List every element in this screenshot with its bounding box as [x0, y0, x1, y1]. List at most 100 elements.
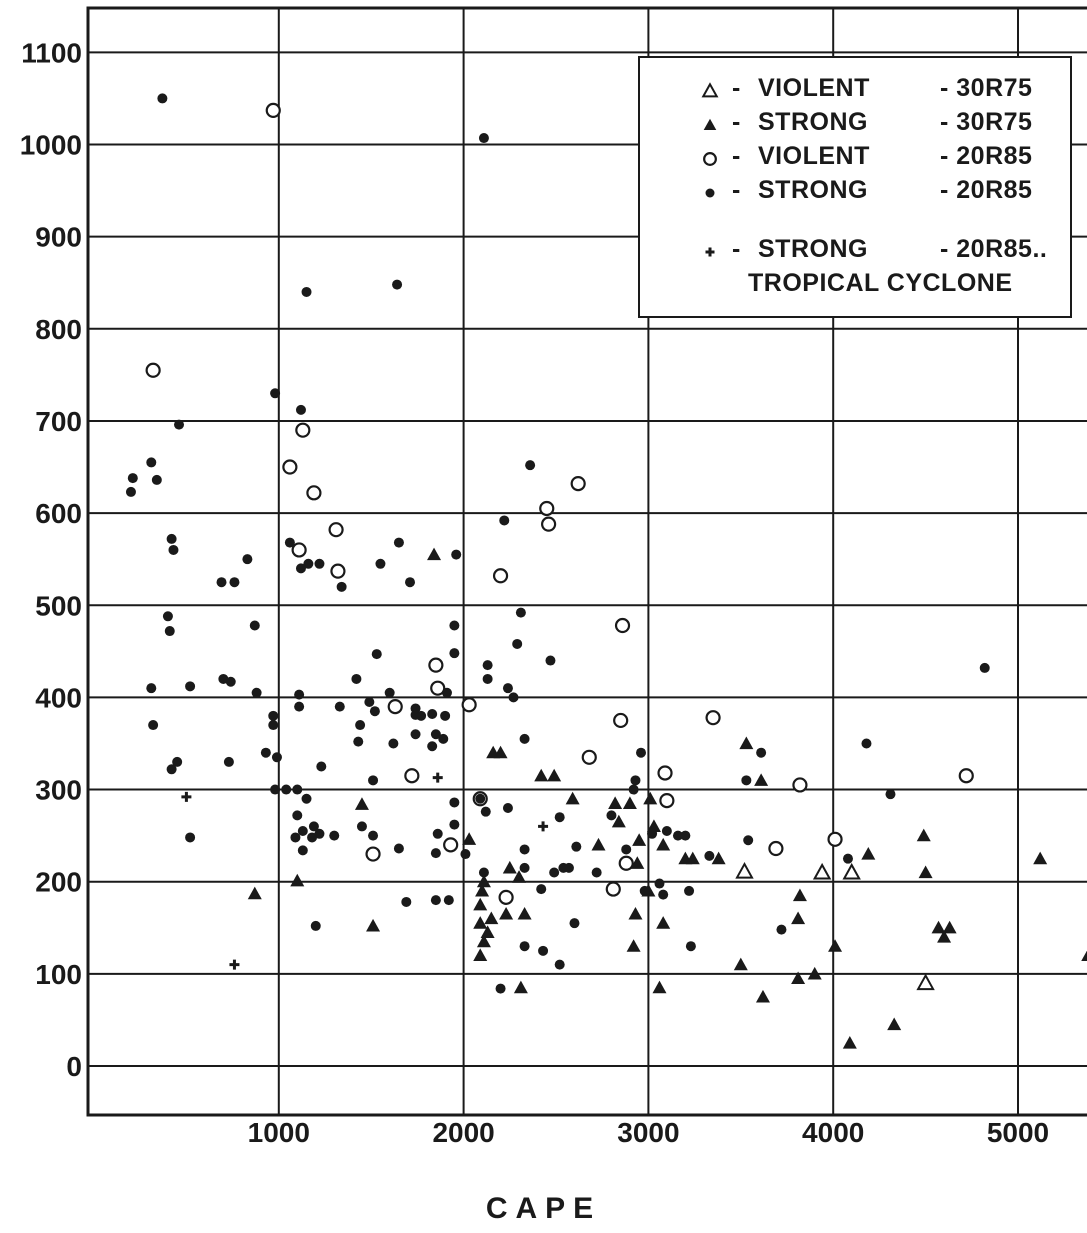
y-tick-label: 300 [35, 775, 82, 806]
point-violent-20r85 [498, 889, 514, 905]
point-strong-20r85 [368, 830, 379, 841]
legend-label: STRONG [758, 235, 868, 263]
point-strong-20r85 [334, 701, 345, 712]
point-strong-20r85 [146, 457, 157, 468]
point-strong-30r75 [842, 1035, 857, 1049]
point-strong-30r75 [473, 948, 488, 962]
point-violent-20r85 [827, 831, 843, 847]
point-strong-20r85 [392, 279, 403, 290]
point-strong-20r85 [460, 849, 471, 860]
point-strong-20r85 [502, 683, 513, 694]
point-strong-20r85 [554, 959, 565, 970]
point-strong-30r75 [499, 906, 514, 920]
point-strong-30r75 [427, 547, 442, 561]
point-strong-20r85 [525, 460, 536, 471]
point-strong-30r75 [462, 832, 477, 845]
point-strong-20r85 [166, 764, 177, 775]
point-violent-20r85 [570, 476, 586, 492]
legend-marker-icon [703, 152, 717, 166]
point-strong-20r85-tc [181, 791, 192, 802]
point-strong-20r85 [661, 826, 672, 837]
point-strong-30r75 [591, 837, 606, 851]
point-violent-20r85 [618, 855, 634, 871]
point-strong-20r85 [329, 830, 340, 841]
point-strong-20r85 [371, 649, 382, 660]
legend-label: VIOLENT [758, 74, 870, 102]
point-strong-20r85 [168, 544, 179, 555]
point-strong-20r85 [148, 720, 159, 731]
point-strong-30r75 [565, 791, 580, 805]
point-strong-20r85 [268, 710, 279, 721]
point-strong-30r75 [290, 873, 305, 887]
y-tick-label: 900 [35, 222, 82, 253]
point-strong-20r85 [356, 821, 367, 832]
point-violent-30r75 [812, 862, 832, 880]
point-violent-20r85 [581, 749, 597, 765]
point-strong-30r75 [685, 851, 700, 865]
point-strong-20r85 [480, 806, 491, 817]
point-strong-20r85 [314, 828, 325, 839]
point-strong-20r85 [410, 729, 421, 740]
point-strong-20r85 [301, 793, 312, 804]
legend-entry: - VIOLENT - 30R75 [640, 74, 1070, 106]
point-strong-20r85 [672, 830, 683, 841]
point-strong-30r75 [792, 888, 807, 902]
point-strong-30r75 [916, 828, 931, 842]
point-strong-20r85 [571, 841, 582, 852]
x-tick-label: 1000 [248, 1117, 310, 1148]
point-strong-20r85 [308, 821, 319, 832]
point-violent-20r85 [265, 102, 281, 119]
y-axis-ticks: 0 100 200 300 400 500 600 700 800 900 1000 1100 [20, 37, 82, 1082]
point-strong-30r75 [630, 856, 645, 869]
point-strong-20r85 [393, 537, 404, 548]
point-strong-20r85 [482, 660, 493, 671]
point-violent-20r85 [613, 712, 629, 729]
legend-marker-icon [705, 247, 715, 257]
point-strong-20r85 [164, 626, 175, 637]
point-strong-20r85 [384, 687, 395, 698]
point-strong-30r75 [517, 906, 532, 920]
point-strong-20r85 [172, 756, 183, 767]
point-strong-30r75 [646, 819, 661, 833]
point-strong-20r85 [636, 747, 647, 758]
point-strong-20r85 [704, 850, 715, 861]
point-strong-20r85 [427, 741, 438, 752]
y-tick-label: 400 [35, 682, 82, 713]
point-strong-20r85 [125, 486, 136, 497]
point-strong-20r85 [591, 867, 602, 878]
y-tick-label: 500 [35, 590, 82, 621]
point-strong-20r85 [355, 720, 366, 731]
legend-code: - 20R85 [940, 142, 1033, 170]
x-tick-label: 5000 [987, 1117, 1049, 1148]
point-strong-30r75 [534, 768, 549, 782]
point-strong-20r85 [295, 404, 306, 415]
point-strong-30r75 [608, 796, 623, 809]
point-strong-20r85 [885, 789, 896, 800]
point-strong-20r85 [440, 710, 451, 721]
point-strong-30r75 [807, 966, 822, 980]
data-points [125, 93, 1087, 1049]
point-strong-20r85 [336, 581, 347, 592]
legend-entry: - VIOLENT - 20R85 [640, 142, 1070, 174]
x-axis-ticks: 1000 2000 3000 4000 5000 [248, 1117, 1049, 1148]
point-strong-20r85 [270, 784, 281, 795]
legend: - VIOLENT - 30R75 - STRONG - 30R75 - VIOLENT - 2… [638, 56, 1072, 318]
point-violent-30r75 [916, 973, 935, 991]
point-strong-20r85 [979, 662, 990, 673]
point-strong-30r75 [354, 797, 369, 810]
point-strong-30r75 [656, 916, 671, 929]
point-strong-20r85 [430, 848, 441, 859]
legend-dash: - [732, 176, 741, 204]
point-strong-20r85 [260, 747, 271, 758]
x-tick-label: 2000 [432, 1117, 494, 1148]
point-strong-30r75 [611, 814, 626, 828]
point-strong-20r85 [621, 844, 632, 855]
legend-code: - 20R85.. [940, 235, 1048, 263]
point-strong-20r85 [545, 655, 556, 666]
point-strong-20r85 [499, 515, 510, 526]
point-strong-20r85 [310, 920, 321, 931]
point-strong-20r85 [229, 577, 240, 588]
legend-code: - 30R75 [940, 108, 1033, 136]
x-tick-label: 3000 [617, 1117, 679, 1148]
point-strong-30r75 [887, 1017, 902, 1031]
